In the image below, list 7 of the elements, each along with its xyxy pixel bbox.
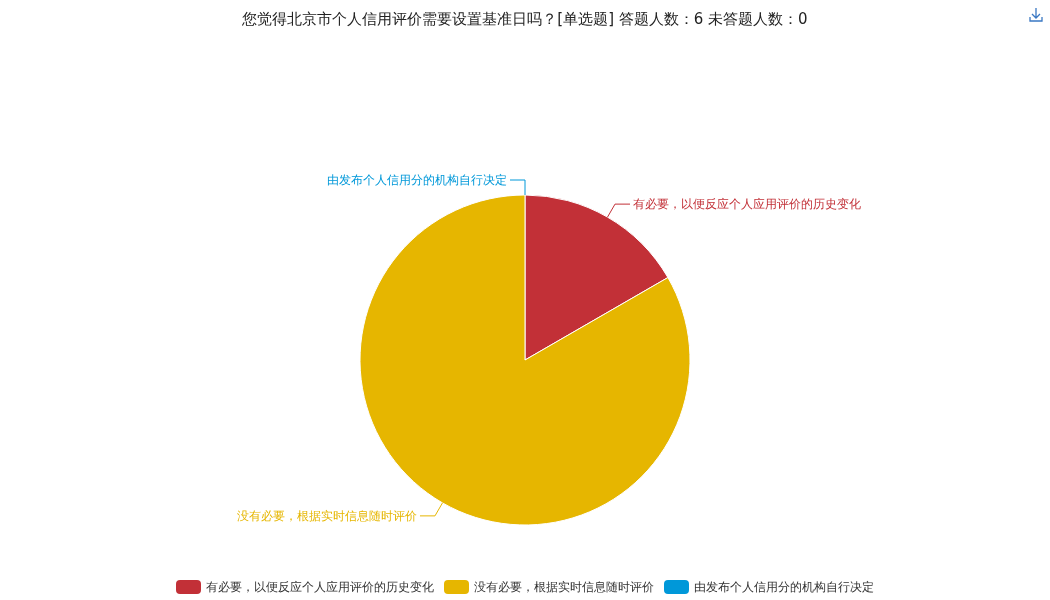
slice-label: 没有必要，根据实时信息随时评价 bbox=[236, 508, 417, 523]
chart-title: 您觉得北京市个人信用评价需要设置基准日吗？[单选题] 答题人数：6 未答题人数：0 bbox=[241, 10, 808, 28]
category-label: 由发布个人信用分的机构自行决定 bbox=[327, 173, 507, 187]
legend-label: 由发布个人信用分的机构自行决定 bbox=[694, 580, 874, 594]
legend-label: 没有必要，根据实时信息随时评价 bbox=[474, 580, 654, 594]
legend-label: 有必要，以便反应个人应用评价的历史变化 bbox=[206, 580, 434, 594]
slice-label: 有必要，以便反应个人应用评价的历史变化 bbox=[633, 197, 862, 212]
